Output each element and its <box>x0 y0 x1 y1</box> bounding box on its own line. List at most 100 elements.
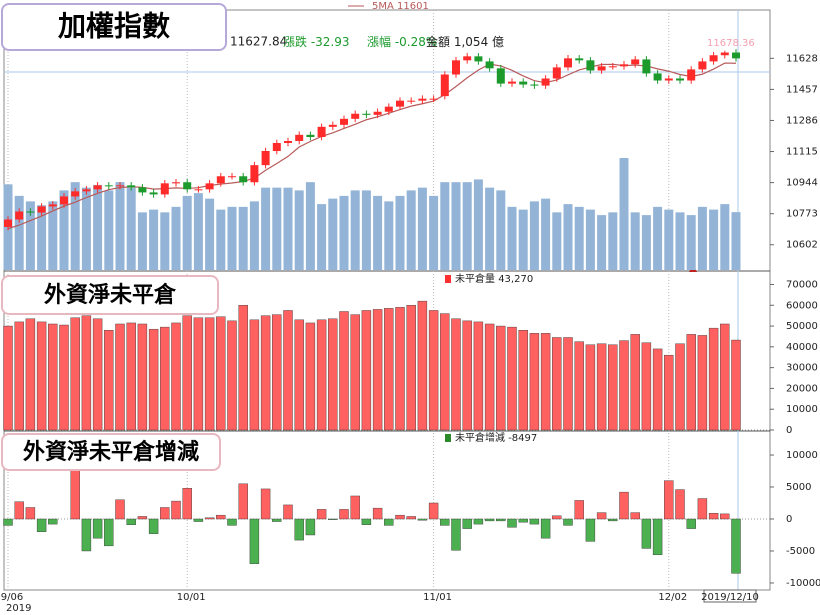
bar <box>641 518 652 549</box>
candle-body <box>60 196 68 205</box>
bar <box>171 322 181 431</box>
candle-body <box>396 100 404 107</box>
candle-body <box>552 67 561 79</box>
volume-bar <box>317 204 327 270</box>
x-tick-label: 9/06 <box>1 592 23 603</box>
bar <box>686 334 696 431</box>
bar <box>350 314 360 431</box>
legend-name: 未平倉增減 <box>455 431 505 444</box>
volume-bar <box>507 206 517 270</box>
volume-bar <box>361 190 371 270</box>
bar <box>540 333 551 431</box>
candle-body <box>306 134 315 138</box>
volume-bar <box>373 195 383 270</box>
title-box <box>1 275 219 315</box>
volume-bar <box>496 190 506 270</box>
bar <box>305 322 316 431</box>
bar <box>451 318 461 431</box>
bar <box>596 512 607 520</box>
candle-body <box>194 189 203 191</box>
bar <box>507 326 517 431</box>
bar <box>563 518 573 526</box>
bar <box>126 322 136 431</box>
bar <box>148 518 159 534</box>
volume-bar <box>115 182 125 270</box>
y-tick-label: 0 <box>786 514 792 525</box>
candle-body <box>564 58 572 68</box>
candle-body <box>720 52 729 56</box>
bar <box>417 518 428 521</box>
bar <box>708 327 719 431</box>
candle-body <box>26 211 35 213</box>
volume-bar <box>473 179 483 270</box>
bar <box>137 516 148 520</box>
info-value: -0.28% <box>395 35 437 49</box>
bar <box>160 326 170 431</box>
bar <box>372 507 383 520</box>
volume-bar <box>283 187 293 270</box>
bar <box>25 318 36 431</box>
volume-bar <box>653 206 663 270</box>
bar <box>81 518 92 552</box>
volume-bar <box>451 182 461 270</box>
volume-bar <box>462 182 472 270</box>
bar <box>462 320 472 431</box>
bar <box>462 518 472 529</box>
volume-bar <box>641 215 651 270</box>
candle-body <box>48 204 57 207</box>
volume-bar <box>160 212 170 270</box>
volume-bar <box>585 209 595 270</box>
volume-bar <box>675 212 685 270</box>
y-tick-label: 11628 <box>786 53 818 64</box>
y-tick-label: 50000 <box>786 321 818 332</box>
bar <box>204 317 215 431</box>
y-tick-label: 5000 <box>786 482 811 493</box>
bar <box>395 307 405 431</box>
candle-body <box>172 182 180 184</box>
candle-body <box>261 150 270 166</box>
volume-bar <box>350 190 360 270</box>
legend-swatch <box>445 434 451 442</box>
bar <box>36 321 47 431</box>
volume-bar <box>25 201 35 270</box>
bar <box>92 518 103 539</box>
candle-body <box>698 61 707 70</box>
bar <box>339 311 349 431</box>
y-tick-label: 11457 <box>786 84 818 95</box>
candle-body <box>37 206 46 213</box>
bar <box>552 337 562 431</box>
y-tick-label: -10000 <box>786 578 820 589</box>
y-tick-label: 70000 <box>786 279 818 290</box>
y-tick-label: 10000 <box>786 404 818 415</box>
candle-body <box>496 68 505 84</box>
volume-bar <box>37 205 47 270</box>
bar <box>608 518 618 522</box>
bar <box>249 518 260 564</box>
bar <box>596 343 607 431</box>
bar <box>204 517 215 520</box>
volume-bar <box>238 206 248 270</box>
bar <box>227 518 237 526</box>
volume-bar <box>529 201 539 270</box>
bar <box>395 514 405 520</box>
bar <box>361 310 372 431</box>
volume-bar <box>440 182 450 270</box>
bar <box>518 518 528 523</box>
candle-body <box>116 185 124 187</box>
candle-body <box>93 185 102 190</box>
bar <box>731 339 741 431</box>
candle-body <box>709 55 718 62</box>
bar <box>641 342 652 431</box>
candle-body <box>418 98 427 101</box>
volume-bar <box>608 212 618 270</box>
candle-body <box>183 182 192 190</box>
volume-bar <box>541 198 551 270</box>
candle-body <box>362 113 371 115</box>
x-tick-label: 10/01 <box>177 592 206 603</box>
legend-swatch <box>445 275 451 283</box>
bar <box>36 518 47 532</box>
volume-bar <box>619 158 629 270</box>
bar <box>574 500 584 520</box>
bar <box>294 319 304 431</box>
